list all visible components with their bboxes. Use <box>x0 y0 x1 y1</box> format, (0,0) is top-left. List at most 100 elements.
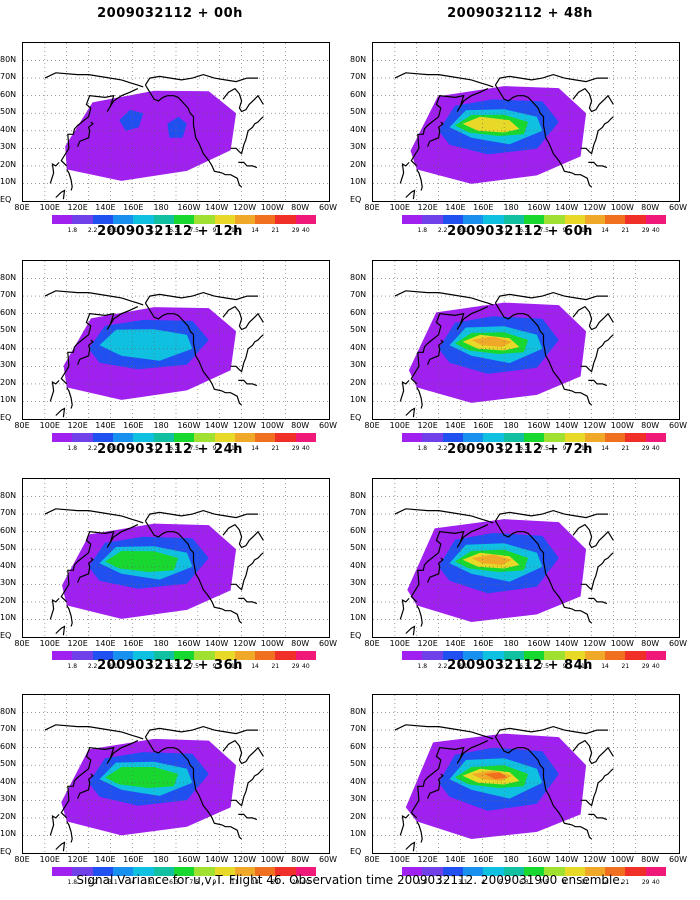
colorbar-swatch <box>234 215 256 224</box>
colorbar-label: 1.8 <box>417 663 428 670</box>
colorbar-swatch <box>402 867 423 876</box>
colorbar-swatch <box>625 433 646 442</box>
lon-label: 120W <box>582 421 607 430</box>
lat-label: 20N <box>350 595 367 605</box>
colorbar-label: 11 <box>230 227 239 234</box>
coastline <box>399 161 410 184</box>
lon-label: 100E <box>389 639 410 648</box>
coastline <box>572 523 614 549</box>
map-panel: 2009032112 + 72h 80N 70N 60N 50N 40N 30N 20N 10N… <box>350 436 690 670</box>
colorbar-swatch <box>625 867 646 876</box>
colorbar-label: 3.1 <box>458 879 468 886</box>
colorbar-swatch <box>605 651 626 660</box>
coastline <box>66 169 73 191</box>
coastline <box>230 334 264 373</box>
colorbar-label: 29 <box>291 663 300 670</box>
colorbar-label: 2.2 <box>87 663 98 670</box>
colorbar-swatch <box>173 651 195 660</box>
lat-label: 60N <box>0 525 17 535</box>
colorbar-label: 5.1 <box>148 227 159 234</box>
colorbar-label: 1.8 <box>417 227 428 234</box>
variance-contour <box>65 90 237 181</box>
colorbar-label: 3.1 <box>108 227 118 234</box>
lat-label: 40N <box>0 342 17 352</box>
lat-label: EQ <box>0 847 12 856</box>
lon-label: 100W <box>610 855 634 864</box>
lon-label: 120W <box>232 855 257 864</box>
lon-label: 140W <box>205 639 229 648</box>
colorbar-swatch <box>72 433 93 442</box>
map-svg <box>23 43 329 201</box>
lon-label: 160W <box>177 203 201 212</box>
lat-label: 10N <box>350 829 367 839</box>
map-area <box>22 694 330 854</box>
colorbar-swatch <box>92 215 113 224</box>
lat-label: 20N <box>350 377 367 387</box>
lat-label: 10N <box>0 177 17 187</box>
lon-label: 120E <box>417 639 438 648</box>
colorbar-swatch <box>503 651 524 660</box>
map-panel: 2009032112 + 60h 80N 70N 60N 50N 40N 30N 20N 10N… <box>350 218 690 452</box>
colorbar-label: 2.2 <box>437 879 448 886</box>
lon-label: 100W <box>260 855 284 864</box>
lat-label: 20N <box>0 159 17 169</box>
colorbar-label: 9 <box>562 663 567 670</box>
lat-label: 80N <box>350 54 367 64</box>
coastline <box>77 557 94 583</box>
lon-label: 80W <box>641 639 660 648</box>
colorbar-label: 9 <box>562 879 567 886</box>
colorbar-swatch <box>544 215 565 224</box>
coastline <box>230 768 264 807</box>
lat-label: 50N <box>350 543 367 553</box>
colorbar-swatch <box>295 651 317 660</box>
lon-label: 100W <box>260 639 284 648</box>
lon-label: 80W <box>291 855 310 864</box>
colorbar-label: 14 <box>251 663 259 670</box>
lon-label: 120E <box>417 421 438 430</box>
lon-label: 160W <box>177 639 201 648</box>
colorbar-swatch <box>112 651 134 660</box>
lat-label: 60N <box>350 741 367 751</box>
lon-label: 60W <box>318 421 338 430</box>
coastline <box>588 597 608 605</box>
lon-label: 160W <box>527 203 551 212</box>
colorbar-label: 40 <box>652 445 660 452</box>
colorbar-label: 7.5 <box>189 663 199 670</box>
colorbar-swatch <box>255 651 276 660</box>
lon-label: 80E <box>14 639 30 648</box>
lon-label: 160E <box>123 855 144 864</box>
coastline <box>394 724 494 740</box>
coastline <box>405 407 416 418</box>
lat-label: EQ <box>350 631 362 640</box>
coastline <box>144 520 242 624</box>
colorbar-label: 14 <box>601 879 609 886</box>
lon-label: 180 <box>153 203 169 212</box>
colorbar-swatch <box>584 867 606 876</box>
colorbar-label: 1.8 <box>67 227 78 234</box>
coastline <box>494 73 608 86</box>
colorbar-swatch <box>462 651 484 660</box>
colorbar-label: 21 <box>271 663 280 670</box>
lat-label: 40N <box>0 124 17 134</box>
lon-label: 160E <box>473 639 494 648</box>
colorbar-swatch <box>72 651 93 660</box>
lon-label: 80E <box>364 855 380 864</box>
colorbar-label: 14 <box>601 227 609 234</box>
coastline <box>77 773 94 799</box>
lon-label: 100E <box>39 855 60 864</box>
lat-label: 80N <box>0 706 17 716</box>
colorbar-swatch <box>442 215 463 224</box>
coastline <box>230 116 264 155</box>
lat-label: 50N <box>0 107 17 117</box>
colorbar-label: 7.5 <box>539 663 549 670</box>
coastline <box>405 625 416 636</box>
coastline <box>230 552 264 591</box>
lon-label: 60W <box>668 203 688 212</box>
lat-label: 30N <box>0 794 17 804</box>
lon-label: 140W <box>555 421 579 430</box>
lat-label: 40N <box>350 124 367 134</box>
colorbar-label: 4 <box>481 445 486 452</box>
lat-label: 40N <box>350 776 367 786</box>
colorbar-label: 6.3 <box>169 227 179 234</box>
colorbar-label: 11 <box>580 227 589 234</box>
